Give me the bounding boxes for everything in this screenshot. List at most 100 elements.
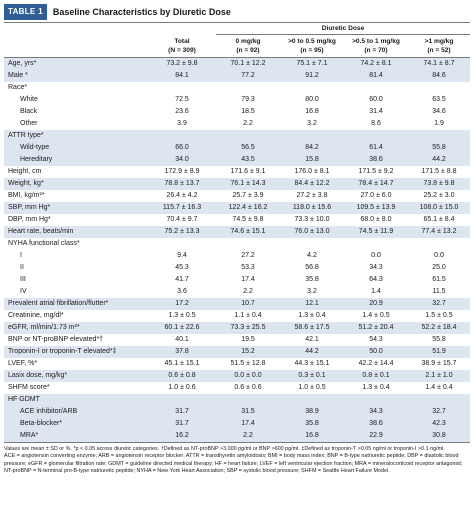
column-header	[4, 35, 148, 58]
table-cell: 50.0	[344, 345, 408, 358]
table-row: BMI, kg/m²* 26.4 ± 4.2 25.7 ± 3.9 27.2 ± 3.…	[4, 189, 471, 202]
column-header-name: >0 to 0.5 mg/kg	[288, 37, 336, 45]
table-row: Heart rate, beats/min 75.2 ± 13.3 74.6 ± 1…	[4, 225, 471, 238]
row-label: DBP, mm Hg*	[4, 213, 148, 226]
table-row: I 9.4 27.2 4.2 0.0 0.0	[4, 249, 471, 262]
table-cell: 15.8	[280, 153, 344, 166]
table-cell	[216, 129, 280, 142]
table-cell: 44.2	[408, 153, 471, 166]
table-cell	[148, 237, 216, 250]
row-label: Age, yrs*	[4, 57, 148, 70]
column-header-row: Total (N = 309) 0 mg/kg (n = 92) >0 to 0.5 m…	[4, 35, 471, 58]
table-cell: 84.1	[148, 69, 216, 82]
table-cell: 0.0	[344, 249, 408, 262]
table-cell: 51.5 ± 12.8	[216, 357, 280, 370]
table-cell	[344, 129, 408, 142]
table-cell	[148, 81, 216, 94]
table-cell: 74.5 ± 11.9	[344, 225, 408, 238]
table-cell: 0.0 ± 0.0	[216, 369, 280, 382]
table-cell: 9.4	[148, 249, 216, 262]
table-row: IV 3.6 2.2 3.2 1.4 11.5	[4, 285, 471, 298]
table-cell	[344, 393, 408, 406]
table-row: ATTR type*	[4, 129, 471, 142]
table-cell: 0.0	[408, 249, 471, 262]
table-cell: 1.4 ± 0.5	[344, 309, 408, 322]
table-cell: 172.9 ± 8.9	[148, 165, 216, 178]
row-label: MRA*	[4, 429, 148, 443]
table-cell: 44.2	[280, 345, 344, 358]
table-cell: 72.5	[148, 93, 216, 106]
column-header-count: (n = 70)	[364, 46, 388, 54]
table-row: SBP, mm Hg* 115.7 ± 16.3 122.4 ± 16.2 118.0…	[4, 201, 471, 214]
table-cell: 40.1	[148, 333, 216, 346]
table-cell: 42.3	[408, 417, 471, 430]
table-row: DBP, mm Hg* 70.4 ± 9.7 74.5 ± 9.8 73.3 ± 10…	[4, 213, 471, 226]
table-cell: 2.1 ± 1.0	[408, 369, 471, 382]
table-cell: 0.6 ± 0.8	[148, 369, 216, 382]
table-cell: 55.8	[408, 333, 471, 346]
row-label: BNP or NT-proBNP elevated*†	[4, 333, 148, 346]
table-row: LVEF, %* 45.1 ± 15.1 51.5 ± 12.8 44.3 ± 15.…	[4, 357, 471, 370]
table-row: SHFM score* 1.0 ± 0.6 0.6 ± 0.6 1.0 ± 0.5 1.…	[4, 381, 471, 394]
column-header: >0.5 to 1 mg/kg (n = 70)	[344, 35, 408, 58]
table-cell: 77.4 ± 13.2	[408, 225, 471, 238]
table-cell: 16.8	[280, 105, 344, 118]
table-cell	[148, 393, 216, 406]
table-row: III 41.7 17.4 35.8 64.3 61.5	[4, 273, 471, 286]
table-cell: 2.2	[216, 117, 280, 130]
row-label: Creatinine, mg/dl*	[4, 309, 148, 322]
header-spacer	[4, 22, 216, 35]
table-cell: 78.8 ± 13.7	[148, 177, 216, 190]
table-cell: 27.2 ± 3.8	[280, 189, 344, 202]
table-cell: 171.5 ± 8.8	[408, 165, 471, 178]
row-label: NYHA functional class*	[4, 237, 148, 250]
row-label: IV	[4, 285, 148, 298]
table-cell: 1.9	[408, 117, 471, 130]
row-label: ACE inhibitor/ARB	[4, 405, 148, 418]
table-cell	[280, 393, 344, 406]
table-cell: 0.3 ± 0.1	[280, 369, 344, 382]
table-row: Male * 84.1 77.2 91.2 81.4 84.6	[4, 69, 471, 82]
table-cell: 108.0 ± 15.0	[408, 201, 471, 214]
table-cell: 84.2	[280, 141, 344, 154]
table-cell: 25.0	[408, 261, 471, 274]
table-cell	[216, 237, 280, 250]
column-header-count: (n = 52)	[427, 46, 451, 54]
table-cell: 84.4 ± 12.2	[280, 177, 344, 190]
table-cell: 19.5	[216, 333, 280, 346]
table-cell: 75.2 ± 13.3	[148, 225, 216, 238]
table-cell: 45.1 ± 15.1	[148, 357, 216, 370]
table-cell: 1.4 ± 0.4	[408, 381, 471, 394]
table-cell: 16.2	[148, 429, 216, 443]
table-cell: 75.1 ± 7.1	[280, 57, 344, 70]
row-label: Race*	[4, 81, 148, 94]
table-cell: 32.7	[408, 405, 471, 418]
table-header: TABLE 1 Baseline Characteristics by Diur…	[4, 4, 470, 20]
table-cell	[344, 237, 408, 250]
table-cell: 76.1 ± 14.3	[216, 177, 280, 190]
table-row: White 72.5 79.3 80.0 60.0 63.5	[4, 93, 471, 106]
table-cell: 0.6 ± 0.6	[216, 381, 280, 394]
table-cell: 3.2	[280, 117, 344, 130]
footnote-definitions: Values are mean ± SD or %. *p < 0.05 acr…	[4, 446, 445, 452]
table-cell: 27.2	[216, 249, 280, 262]
table-cell: 11.5	[408, 285, 471, 298]
footnote-abbreviations: ACE = angiotensin converting enzyme; ARB…	[4, 453, 463, 475]
table-cell: 42.1	[280, 333, 344, 346]
table-cell: 1.1 ± 0.4	[216, 309, 280, 322]
table-row: HF GDMT	[4, 393, 471, 406]
table-cell: 1.5 ± 0.5	[408, 309, 471, 322]
table-cell: 53.3	[216, 261, 280, 274]
table-row: Race*	[4, 81, 471, 94]
table-body: Age, yrs* 73.2 ± 9.8 70.1 ± 12.2 75.1 ± 7.1…	[4, 57, 471, 443]
table-cell: 74.1 ± 8.7	[408, 57, 471, 70]
table-row: Other 3.9 2.2 3.2 8.6 1.9	[4, 117, 471, 130]
table-cell: 44.3 ± 15.1	[280, 357, 344, 370]
table-cell: 3.2	[280, 285, 344, 298]
row-label: Male *	[4, 69, 148, 82]
table-cell: 45.3	[148, 261, 216, 274]
table-cell	[216, 393, 280, 406]
row-label: Hereditary	[4, 153, 148, 166]
table-cell: 32.7	[408, 297, 471, 310]
